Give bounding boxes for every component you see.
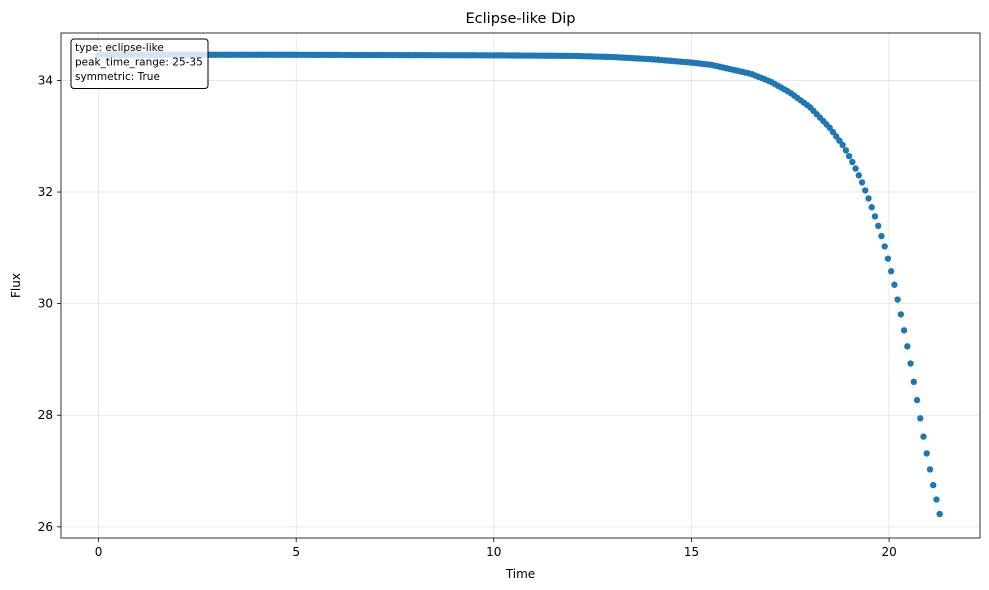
- axes-frame: [60, 32, 981, 539]
- annotation-line-peak-time-range: peak_time_range: 25-35: [75, 57, 203, 69]
- data-point: [858, 179, 866, 186]
- y-tick-label: 30: [38, 297, 53, 311]
- data-point: [842, 147, 850, 154]
- annotation-background: [70, 38, 209, 89]
- grid: [61, 33, 980, 538]
- y-axis-label: Flux: [9, 273, 23, 298]
- data-point: [897, 311, 905, 318]
- annotation-box: type: eclipse-like peak_time_range: 25-3…: [70, 38, 209, 89]
- chart-title: Eclipse-like Dip: [466, 11, 576, 27]
- y-axis-ticks: 26 28 30 32 34: [38, 73, 61, 534]
- data-point: [920, 433, 927, 440]
- data-point: [852, 165, 859, 172]
- data-point: [930, 481, 937, 489]
- data-point: [933, 496, 940, 503]
- x-axis-label: Time: [505, 567, 535, 581]
- annotation-line-symmetric: symmetric: True: [75, 71, 160, 83]
- data-point: [875, 222, 882, 230]
- data-point: [904, 343, 911, 350]
- data-point: [855, 172, 862, 179]
- data-point: [910, 378, 917, 386]
- data-point: [923, 450, 930, 457]
- x-tick-label: 5: [292, 545, 300, 559]
- data-point: [845, 152, 853, 160]
- y-tick-label: 28: [38, 408, 53, 422]
- data-point: [881, 243, 888, 250]
- x-tick-label: 0: [95, 545, 103, 559]
- annotation-line-type: type: eclipse-like: [75, 42, 164, 54]
- data-point: [936, 510, 943, 518]
- y-tick-label: 34: [38, 73, 53, 87]
- x-tick-label: 20: [881, 545, 896, 559]
- data-point: [871, 213, 879, 220]
- y-tick-label: 26: [38, 520, 53, 534]
- data-point: [926, 466, 934, 473]
- data-point: [862, 187, 869, 194]
- x-axis-ticks: 0 5 10 15 20: [95, 538, 897, 559]
- data-point: [865, 195, 872, 202]
- data-point: [887, 268, 895, 275]
- data-point: [868, 204, 875, 211]
- data-point: [917, 415, 924, 422]
- data-point: [849, 158, 856, 166]
- data-point: [878, 232, 885, 240]
- y-tick-label: 32: [38, 185, 53, 199]
- x-tick-label: 15: [684, 545, 699, 559]
- data-point: [907, 360, 914, 367]
- data-point: [894, 296, 901, 303]
- data-point: [900, 327, 908, 334]
- x-tick-label: 10: [486, 545, 501, 559]
- data-point: [913, 396, 921, 404]
- data-point: [839, 141, 846, 149]
- data-point: [891, 281, 898, 288]
- data-point: [884, 255, 892, 262]
